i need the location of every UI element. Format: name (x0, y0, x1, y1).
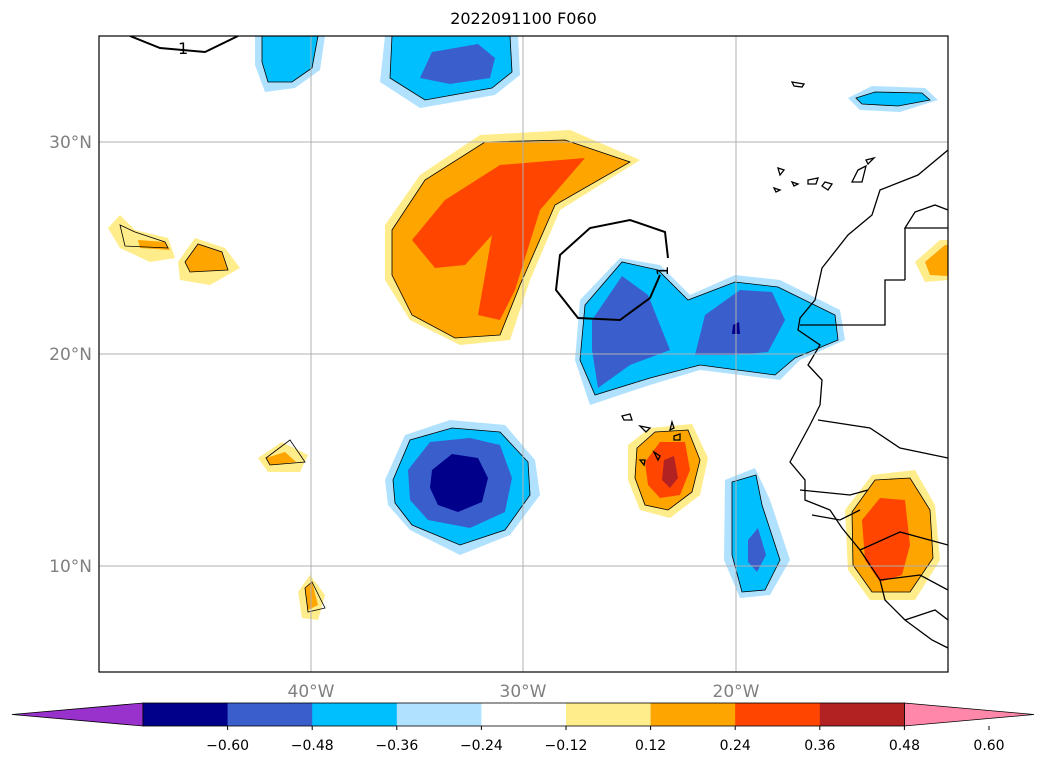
colorbar-cell (396, 703, 482, 726)
colorbar-tick-label: 0.24 (720, 738, 751, 754)
lon-label: 30°W (500, 682, 547, 702)
colorbar-cell (312, 703, 398, 726)
thin-contours (119, 36, 934, 613)
thick-contours (129, 36, 669, 322)
lon-label: 40°W (288, 682, 335, 702)
lat-label: 20°N (49, 345, 92, 365)
colorbar-tick-label: −0.24 (460, 738, 503, 754)
map-frame (98, 35, 949, 673)
colorbar-tick-label: −0.36 (375, 738, 418, 754)
colorbar-tick-label: 0.60 (973, 738, 1004, 754)
colorbar-tick-label: 0.36 (804, 738, 835, 754)
coastlines (621, 81, 948, 649)
lon-label: 20°W (713, 682, 760, 702)
field-shading: 1 1 (99, 36, 948, 672)
colorbar-cell (481, 703, 567, 726)
positive-anomaly-cape-verde (628, 424, 708, 518)
gridlines (99, 36, 948, 672)
colorbar-tick-label: 0.12 (635, 738, 666, 754)
colorbar-cell (735, 703, 821, 726)
lat-label: 30°N (49, 133, 92, 153)
negative-anomaly-central (575, 258, 845, 405)
contour-label: 1 (178, 39, 188, 58)
colorbar-cell (566, 703, 652, 726)
negative-anomaly-vertical (724, 468, 790, 598)
lat-label: 10°N (49, 557, 92, 577)
colorbar-tick-label: −0.60 (206, 738, 249, 754)
positive-anomaly-central (385, 130, 640, 345)
map-title: 2022091100 F060 (450, 9, 597, 28)
colorbar-tick-label: −0.48 (291, 738, 334, 754)
colorbar: −0.60 −0.48 −0.36 −0.24 −0.12 0.12 0.24 0.36 0.4… (11, 702, 1035, 754)
colorbar-frame (142, 702, 905, 727)
colorbar-extend-low (11, 702, 144, 727)
negative-anomaly-south (385, 420, 540, 555)
negative-anomaly-north (255, 36, 938, 112)
colorbar-cell (650, 703, 736, 726)
colorbar-cell (227, 703, 313, 726)
contour-label: 1 (653, 266, 672, 276)
colorbar-cell (143, 703, 229, 726)
colorbar-tick-label: 0.48 (889, 738, 920, 754)
colorbar-cell (819, 703, 905, 726)
colorbar-extend-high (904, 702, 1035, 727)
colorbar-tick-label: −0.12 (545, 738, 588, 754)
